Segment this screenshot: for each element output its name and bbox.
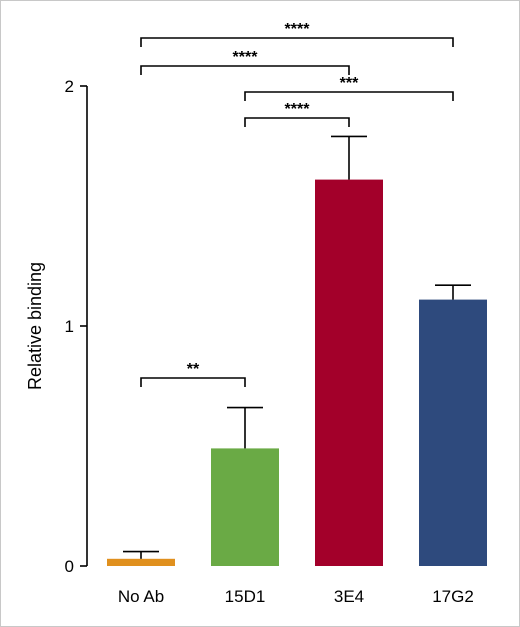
x-tick-label-3e4: 3E4 [334, 587, 364, 606]
x-tick-label-15d1: 15D1 [225, 587, 266, 606]
significance-label-5: ** [187, 361, 200, 378]
error-bar-no-ab [123, 550, 159, 559]
significance-bracket-1: **** [140, 21, 454, 47]
x-tick-label-17g2: 17G2 [432, 587, 474, 606]
error-bars-group [123, 135, 471, 559]
significance-label-1: **** [285, 21, 311, 38]
error-bar-17g2 [435, 284, 471, 300]
bars-group [107, 179, 487, 566]
significance-label-2: **** [233, 49, 259, 66]
y-tick-label-0: 0 [65, 557, 74, 576]
bar-17g2 [419, 299, 487, 566]
y-axis-label: Relative binding [25, 262, 45, 390]
y-tick-label-1: 1 [65, 317, 74, 336]
significance-brackets: ***************** [140, 21, 454, 387]
significance-bracket-3: *** [244, 75, 454, 101]
significance-bracket-5: ** [140, 361, 246, 387]
bar-3e4 [315, 179, 383, 566]
significance-bracket-4: **** [244, 101, 350, 127]
bar-no-ab [107, 558, 175, 566]
error-bar-3e4 [331, 135, 367, 180]
y-axis: 0 1 2 [65, 77, 88, 576]
x-tick-labels: No Ab 15D1 3E4 17G2 [118, 587, 474, 606]
significance-bracket-2: **** [140, 49, 350, 75]
significance-label-4: **** [285, 101, 311, 118]
y-tick-label-2: 2 [65, 77, 74, 96]
bar-15d1 [211, 448, 279, 566]
x-tick-label-no-ab: No Ab [118, 587, 164, 606]
error-bar-15d1 [227, 406, 263, 449]
significance-label-3: *** [340, 75, 359, 92]
